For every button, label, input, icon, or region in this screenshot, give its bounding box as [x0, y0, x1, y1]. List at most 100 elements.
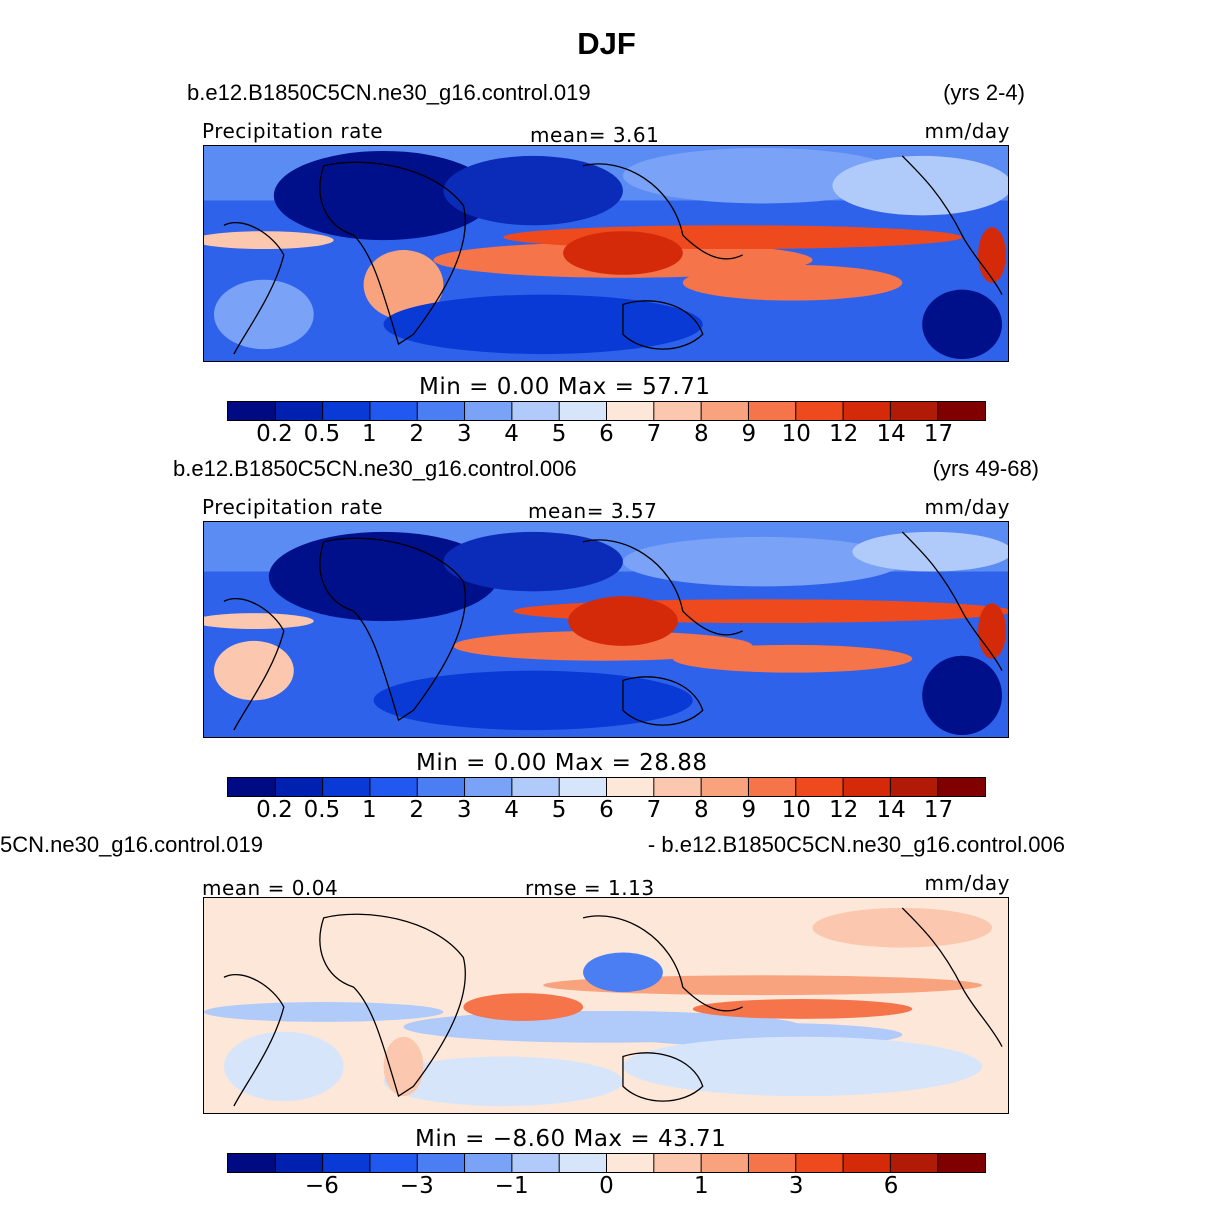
colorbar-swatch — [843, 1154, 891, 1172]
colorbar-swatch — [417, 402, 466, 420]
colorbar-tick-label: 3 — [788, 1173, 804, 1199]
panel-1-colorbar-swatches — [228, 402, 985, 420]
colorbar-tick-label: 7 — [646, 421, 662, 447]
panel-3-colorbar-ticks: −6 −3 −1 0 1 3 6 — [227, 1173, 986, 1201]
colorbar-swatch — [795, 778, 844, 796]
colorbar-tick-label: 0 — [599, 1173, 614, 1199]
colorbar-tick-label: 2 — [409, 421, 425, 447]
panel-2-colorbar-swatches — [228, 778, 985, 796]
panel-3-mean-label: mean = 0.04 — [202, 876, 339, 900]
colorbar-swatch — [843, 402, 891, 420]
colorbar-swatch — [559, 1154, 607, 1172]
panel-1-case-name: b.e12.B1850C5CN.ne30_g16.control.019 — [187, 80, 591, 105]
colorbar-tick-label: 17 — [923, 797, 954, 823]
colorbar-swatch — [369, 1154, 418, 1172]
colorbar-tick-label: −1 — [494, 1173, 529, 1199]
colorbar-tick-label: 6 — [883, 1173, 899, 1199]
colorbar-tick-label: 1 — [361, 421, 377, 447]
colorbar-swatch — [653, 778, 702, 796]
colorbar-swatch — [275, 778, 324, 796]
colorbar-swatch — [511, 778, 560, 796]
panel-3-map — [203, 897, 1009, 1114]
colorbar-swatch — [228, 402, 276, 420]
panel-1-colorbar — [227, 401, 986, 421]
colorbar-tick-label: 3 — [456, 797, 472, 823]
colorbar-swatch — [464, 778, 513, 796]
panel-3-colorbar-swatches — [228, 1154, 985, 1172]
colorbar-tick-label: 4 — [504, 797, 519, 823]
panel-2-colorbar-ticks: 0.2 0.5 1 2 3 4 5 6 7 8 9 10 12 14 17 — [227, 797, 986, 825]
colorbar-swatch — [369, 402, 418, 420]
colorbar-tick-label: 0.5 — [303, 421, 341, 447]
panel-1-units: mm/day — [924, 119, 1010, 143]
colorbar-swatch — [701, 778, 749, 796]
colorbar-tick-label: 6 — [599, 421, 614, 447]
colorbar-swatch — [937, 1154, 985, 1172]
colorbar-swatch — [890, 1154, 939, 1172]
colorbar-tick-label: 2 — [409, 797, 425, 823]
colorbar-swatch — [748, 1154, 797, 1172]
colorbar-tick-label: 12 — [829, 421, 859, 447]
colorbar-swatch — [937, 778, 985, 796]
colorbar-swatch — [890, 402, 939, 420]
panel-1-min-max: Min = 0.00 Max = 57.71 — [419, 374, 711, 400]
colorbar-swatch — [369, 778, 418, 796]
panel-2-variable-label: Precipitation rate — [202, 495, 383, 519]
colorbar-swatch — [653, 402, 702, 420]
colorbar-tick-label: 9 — [741, 421, 757, 447]
panel-3-case-name-right: - b.e12.B1850C5CN.ne30_g16.control.006 — [647, 832, 1065, 857]
colorbar-tick-label: 3 — [456, 421, 472, 447]
colorbar-swatch — [795, 402, 844, 420]
panel-3-units: mm/day — [924, 871, 1010, 895]
panel-2-map — [203, 521, 1009, 738]
colorbar-tick-label: −6 — [304, 1173, 339, 1199]
colorbar-swatch — [748, 402, 797, 420]
colorbar-tick-label: 6 — [599, 797, 614, 823]
colorbar-tick-label: 7 — [646, 797, 662, 823]
panel-3-case-name-left: 5CN.ne30_g16.control.019 — [0, 832, 263, 857]
panel-3-map-field — [204, 898, 1008, 1113]
colorbar-swatch — [701, 402, 749, 420]
panel-3-colorbar — [227, 1153, 986, 1173]
colorbar-swatch — [795, 1154, 844, 1172]
colorbar-swatch — [417, 778, 466, 796]
panel-2-units: mm/day — [924, 495, 1010, 519]
panel-1-mean-label: mean= 3.61 — [530, 123, 660, 147]
colorbar-swatch — [937, 402, 985, 420]
panel-2-mean-label: mean= 3.57 — [528, 499, 658, 523]
panel-2-min-max: Min = 0.00 Max = 28.88 — [416, 750, 708, 776]
colorbar-tick-label: 4 — [504, 421, 519, 447]
colorbar-swatch — [653, 1154, 702, 1172]
colorbar-tick-label: 9 — [741, 797, 757, 823]
panel-1-map-field — [204, 146, 1008, 361]
colorbar-tick-label: 17 — [923, 421, 954, 447]
colorbar-swatch — [228, 778, 276, 796]
panel-1-colorbar-ticks: 0.2 0.5 1 2 3 4 5 6 7 8 9 10 12 14 17 — [227, 421, 986, 449]
colorbar-tick-label: 10 — [781, 797, 811, 823]
panel-2-years: (yrs 49-68) — [932, 456, 1039, 481]
colorbar-tick-label: 14 — [876, 797, 906, 823]
panel-1-years: (yrs 2-4) — [943, 80, 1025, 105]
colorbar-swatch — [748, 778, 797, 796]
panel-3-min-max: Min = −8.60 Max = 43.71 — [415, 1126, 727, 1152]
colorbar-tick-label: 10 — [781, 421, 811, 447]
panel-2-case-name: b.e12.B1850C5CN.ne30_g16.control.006 — [173, 456, 577, 481]
panel-1-map — [203, 145, 1009, 362]
colorbar-swatch — [701, 1154, 749, 1172]
panel-3-rmse-label: rmse = 1.13 — [525, 876, 655, 900]
colorbar-swatch — [606, 1154, 655, 1172]
colorbar-swatch — [464, 402, 513, 420]
colorbar-swatch — [228, 1154, 276, 1172]
colorbar-tick-label: 0.2 — [256, 797, 293, 823]
colorbar-swatch — [511, 1154, 560, 1172]
colorbar-tick-label: 1 — [361, 797, 377, 823]
colorbar-swatch — [890, 778, 939, 796]
colorbar-swatch — [322, 1154, 371, 1172]
colorbar-swatch — [275, 402, 324, 420]
figure-title: DJF — [577, 26, 636, 61]
colorbar-swatch — [559, 402, 607, 420]
colorbar-swatch — [606, 778, 655, 796]
colorbar-tick-label: 14 — [876, 421, 906, 447]
colorbar-swatch — [843, 778, 891, 796]
colorbar-swatch — [559, 778, 607, 796]
